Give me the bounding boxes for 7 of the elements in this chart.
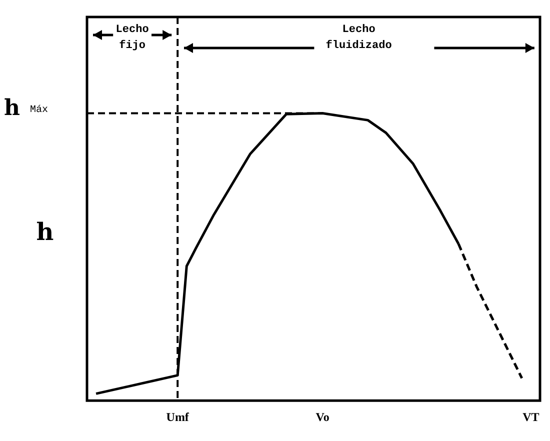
- text: Lecho fijo: [116, 24, 150, 52]
- y-axis-title: h: [36, 217, 54, 246]
- ref-line-label: h Máx: [4, 95, 48, 121]
- x-tick-label: Umf: [166, 410, 190, 424]
- x-tick-label: Vo: [316, 410, 330, 424]
- x-tick-label: VT: [522, 410, 540, 424]
- text: Lecho fluidizado: [326, 24, 392, 52]
